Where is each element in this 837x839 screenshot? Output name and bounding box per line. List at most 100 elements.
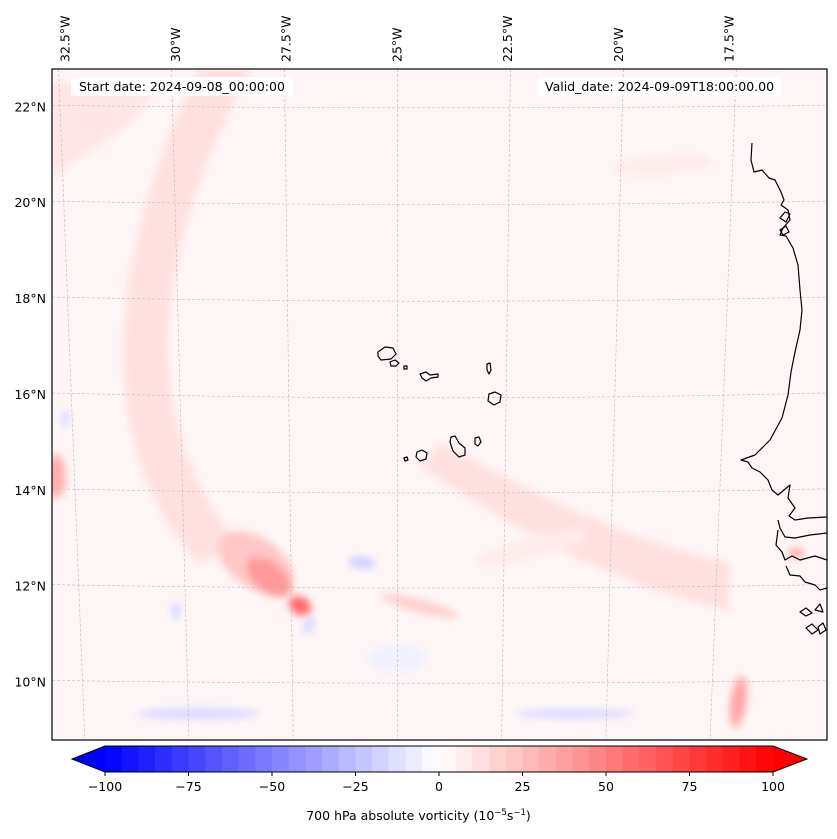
- positive-vorticity-patch: [52, 454, 66, 499]
- colorbar-extend-low: [72, 746, 105, 772]
- colorbar-tick-label: −50: [259, 779, 285, 794]
- parallel-gridline: [52, 105, 827, 109]
- colorbar-segment: [372, 746, 390, 772]
- island-santiago: [449, 435, 466, 458]
- positive-vorticity-patch: [380, 593, 459, 619]
- longitude-tick-label: 27.5°W: [279, 16, 294, 62]
- longitude-tick-label: 30°W: [168, 27, 183, 62]
- colorbar-label-mid: s: [506, 808, 514, 824]
- parallel-gridline: [52, 584, 827, 589]
- longitude-tick-labels: 32.5°W 30°W 27.5°W 25°W 22.5°W 20°W 17.5°W: [57, 16, 736, 62]
- positive-vorticity-patch: [729, 675, 748, 728]
- meridian-gridline: [284, 69, 294, 740]
- colorbar-tick-label: 50: [598, 779, 614, 794]
- colorbar-segment: [555, 746, 574, 772]
- latitude-tick-label: 10°N: [14, 674, 46, 689]
- colorbar-segment: [272, 746, 290, 772]
- latitude-tick-label: 12°N: [14, 579, 46, 594]
- parallel-gridline: [52, 392, 827, 399]
- colorbar-segment: [739, 746, 757, 772]
- colorbar-segment: [238, 746, 256, 772]
- coastline-mauritania-top: [779, 211, 791, 236]
- negative-vorticity-patch: [60, 408, 71, 429]
- colorbar-segment: [355, 746, 373, 772]
- colorbar-segment: [522, 746, 540, 772]
- colorbar-tick-label: 75: [682, 779, 698, 794]
- colorbar-segment: [672, 746, 690, 772]
- colorbar-label-exp2: −1: [513, 808, 526, 818]
- latitude-tick-label: 16°N: [14, 387, 46, 402]
- island-sao-vicente: [389, 359, 400, 367]
- colorbar-tick-label: −100: [88, 779, 122, 794]
- colorbar-tick-label: 0: [435, 779, 443, 794]
- colorbar-segment: [439, 746, 457, 772]
- negative-vorticity-patch: [367, 644, 428, 673]
- island-sal: [486, 362, 492, 375]
- island-santo-antao: [377, 346, 397, 361]
- colorbar-extend-high: [773, 746, 807, 772]
- longitude-tick-label: 17.5°W: [722, 16, 737, 62]
- colorbar-segment: [606, 746, 624, 772]
- colorbar-segment: [639, 746, 657, 772]
- meridian-gridline: [501, 69, 511, 740]
- colorbar-label-main: 700 hPa absolute vorticity (10: [306, 808, 495, 824]
- colorbar-segment: [255, 746, 273, 772]
- colorbar-label-exp1: −5: [494, 808, 507, 818]
- negative-vorticity-patch: [514, 708, 635, 719]
- meridian-gridline: [709, 69, 737, 740]
- longitude-tick-label: 32.5°W: [57, 16, 72, 62]
- island-sao-nicolau: [419, 371, 439, 382]
- positive-vorticity-patch: [613, 153, 713, 176]
- coastline-bijagos: [799, 603, 827, 635]
- colorbar-segment: [572, 746, 590, 772]
- colorbar-segments: [72, 746, 807, 772]
- colorbar-segment: [622, 746, 640, 772]
- meridian-gridline: [171, 69, 190, 740]
- latitude-tick-label: 18°N: [14, 291, 46, 306]
- negative-vorticity-patch: [348, 556, 376, 569]
- colorbar-segment: [388, 746, 407, 772]
- latitude-tick-labels: 22°N 20°N 18°N 16°N 14°N 12°N 10°N: [14, 99, 46, 689]
- valid-date-label: Valid_date: 2024-09-09T18:00:00.00: [538, 77, 782, 96]
- colorbar-segment: [455, 746, 473, 772]
- island-boa-vista: [487, 391, 502, 406]
- parallel-gridline: [52, 200, 827, 205]
- negative-vorticity-patch: [171, 601, 181, 620]
- colorbar-segment: [656, 746, 674, 772]
- colorbar-segment: [706, 746, 724, 772]
- colorbar-segment: [305, 746, 323, 772]
- colorbar-segment: [188, 746, 206, 772]
- negative-vorticity-patch: [303, 615, 315, 635]
- meridian-gridline: [58, 69, 86, 740]
- island-brava: [403, 456, 409, 462]
- colorbar-segment: [322, 746, 340, 772]
- colorbar-label-end: ): [525, 808, 531, 824]
- island-santa-luzia: [403, 365, 408, 370]
- colorbar-segment: [205, 746, 223, 772]
- colorbar-segment: [138, 746, 156, 772]
- colorbar-segment: [121, 746, 139, 772]
- island-maio: [474, 436, 482, 447]
- colorbar-tick-label: −75: [175, 779, 201, 794]
- colorbar-segment: [422, 746, 440, 772]
- latitude-tick-label: 22°N: [14, 99, 46, 114]
- vorticity-band: [52, 83, 154, 180]
- colorbar-segment: [489, 746, 507, 772]
- colorbar-tick-label: 100: [761, 779, 785, 794]
- colorbar-label: 700 hPa absolute vorticity (10−5s−1): [0, 808, 837, 823]
- map-frame: [51, 68, 828, 741]
- colorbar-tick-label: −25: [342, 779, 368, 794]
- longitude-tick-label: 22.5°W: [500, 16, 515, 62]
- vorticity-band: [419, 442, 730, 611]
- colorbar-segment: [155, 746, 173, 772]
- colorbar-segment: [288, 746, 306, 772]
- gridlines: [52, 69, 827, 740]
- coastlines: [377, 142, 827, 635]
- vorticity-band: [123, 69, 252, 563]
- colorbar: −100 −75 −50 −25 0 25 50 75 100: [70, 745, 809, 794]
- parallel-gridline: [52, 488, 827, 494]
- colorbar-segment: [589, 746, 607, 772]
- parallel-gridline: [52, 680, 827, 684]
- colorbar-segment: [105, 746, 123, 772]
